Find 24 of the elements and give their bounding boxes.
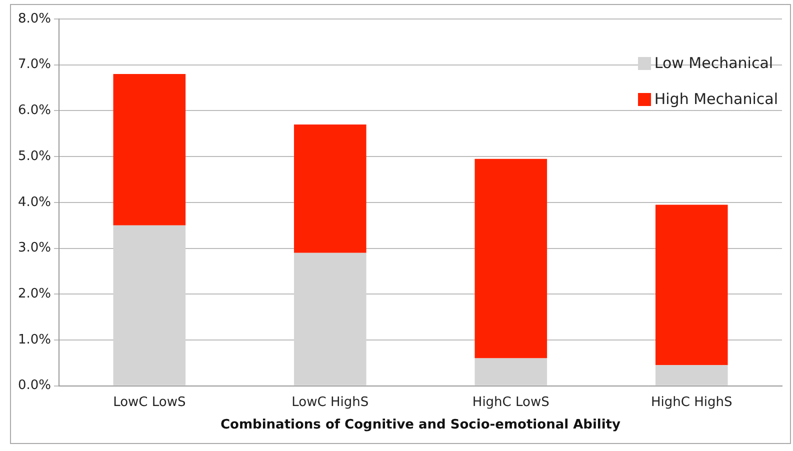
y-tick-label: 5.0% [18,148,52,164]
y-tick-label: 7.0% [18,57,52,72]
x-tick-label: HighC LowS [472,394,550,410]
x-tick-label: LowC LowS [113,394,186,410]
y-tick-label: 8.0% [18,11,52,26]
y-tick-label: 2.0% [18,286,52,302]
y-tick-label: 1.0% [18,332,52,348]
bar [474,158,548,358]
y-tick-label: 6.0% [18,103,52,118]
bar [294,252,366,386]
legend-label: Low Mechanical [654,54,774,72]
legend-label: High Mechanical [654,90,778,108]
x-tick-label: LowC HighS [292,394,369,410]
bar [655,204,728,366]
bar [294,124,366,253]
bar [113,225,186,386]
bar [655,365,728,386]
bar [113,74,186,226]
bar [474,358,548,386]
y-tick-label: 4.0% [18,194,52,210]
y-tick-label: 0.0% [18,378,52,394]
x-tick-label: HighC HighS [651,394,732,410]
x-axis-title: Combinations of Cognitive and Socio-emotional Ability [220,418,622,433]
y-tick-label: 3.0% [18,240,52,256]
